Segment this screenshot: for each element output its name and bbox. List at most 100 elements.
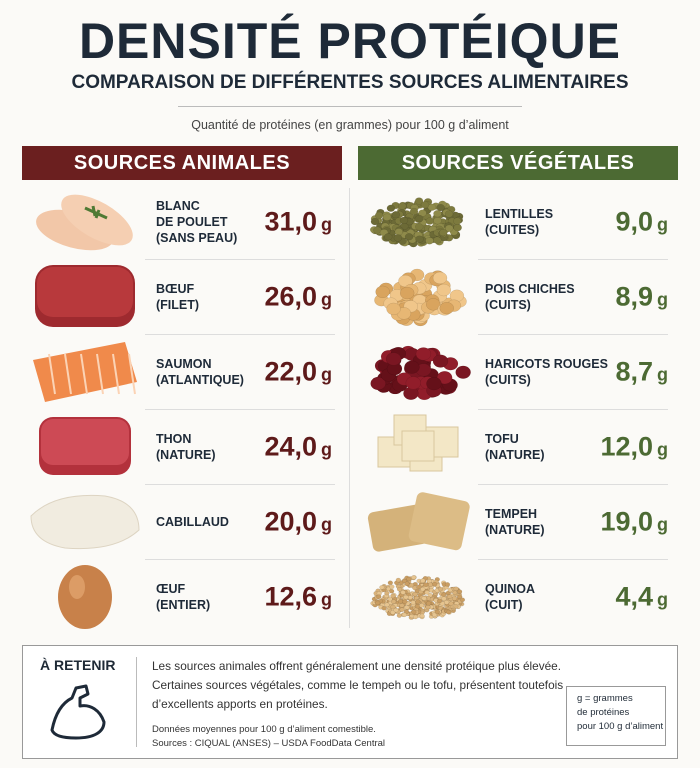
- grain: [387, 580, 393, 586]
- salmon-stripe: [48, 353, 56, 395]
- grain: [453, 603, 459, 609]
- grain: [414, 197, 424, 205]
- grain: [444, 210, 454, 218]
- item-name: HARICOTS ROUGES (CUITS): [485, 356, 608, 388]
- value-unit: g: [321, 289, 332, 310]
- subtitle: COMPARAISON DE DIFFÉRENTES SOURCES ALIME…: [71, 72, 629, 93]
- grain: [451, 596, 458, 601]
- item-name-line: (CUITS): [485, 298, 531, 312]
- grain: [399, 216, 409, 225]
- grain: [390, 604, 396, 610]
- grain: [411, 609, 417, 615]
- tofu: [401, 430, 435, 462]
- grain: [416, 584, 422, 590]
- section-header: SOURCES VÉGÉTALES: [358, 146, 678, 180]
- grain: [403, 594, 409, 600]
- grain: [443, 600, 450, 605]
- grain: [436, 203, 445, 212]
- summary-line: Les sources animales offrent généralemen…: [152, 659, 562, 673]
- grain: [401, 578, 408, 584]
- grain: [424, 590, 430, 595]
- grain: [421, 596, 427, 601]
- grain: [370, 217, 380, 226]
- muscle-icon: [50, 684, 106, 740]
- egg: [58, 565, 112, 629]
- grain: [396, 613, 402, 618]
- summary-line: d’excellents apports en protéines.: [152, 697, 328, 711]
- grain: [441, 592, 447, 597]
- item-name-line: (NATURE): [485, 523, 545, 537]
- grain: [404, 605, 410, 610]
- grain: [431, 612, 438, 617]
- grain: [432, 354, 449, 368]
- value-unit: g: [321, 514, 332, 535]
- item-name-line: ŒUF: [156, 582, 186, 596]
- grain: [436, 283, 452, 297]
- grain: [390, 610, 396, 615]
- item-name-line: SAUMON: [156, 357, 212, 371]
- item-name: TOFU (NATURE): [485, 431, 544, 463]
- grain: [412, 591, 418, 597]
- cod: [30, 494, 140, 550]
- grain: [390, 593, 396, 599]
- grain: [410, 600, 416, 605]
- food-images: [30, 194, 471, 629]
- legend-line: de protéines: [577, 707, 630, 718]
- item-name: THON (NATURE): [156, 431, 215, 463]
- salmon-stripe: [96, 353, 104, 395]
- grain: [427, 203, 437, 211]
- item-name-line: (ATLANTIQUE): [156, 373, 244, 387]
- grain: [375, 285, 390, 299]
- grain: [415, 347, 432, 361]
- item-name: BLANC DE POULET (SANS PEAU): [156, 198, 237, 246]
- grain: [453, 586, 459, 592]
- value-unit: g: [657, 589, 668, 610]
- grain: [433, 217, 442, 225]
- item-value: 19,0 g: [600, 507, 668, 538]
- item-name-line: (NATURE): [485, 448, 545, 462]
- item-value: 12,6 g: [264, 582, 332, 613]
- grain: [447, 594, 453, 600]
- value-unit: g: [321, 589, 332, 610]
- value-number: 19,0: [600, 506, 653, 537]
- item-name-line: (FILET): [156, 298, 200, 312]
- grain: [448, 601, 454, 606]
- value-number: 8,9: [615, 281, 653, 312]
- value-number: 24,0: [264, 431, 317, 462]
- box-separator: [136, 657, 137, 747]
- row-divider: [145, 484, 335, 485]
- grain: [405, 376, 422, 390]
- grain: [420, 201, 430, 209]
- grain: [432, 271, 448, 285]
- grain: [374, 211, 384, 220]
- grain: [376, 594, 382, 600]
- item-name-line: TOFU: [485, 432, 519, 446]
- grain: [411, 575, 417, 580]
- summary-box: [22, 645, 678, 759]
- grain: [375, 600, 381, 606]
- value-number: 12,0: [600, 431, 653, 462]
- tempeh: [408, 492, 470, 551]
- summary-line: Certaines sources végétales, comme le te…: [152, 678, 564, 692]
- legend-line: pour 100 g d’aliment: [577, 721, 664, 732]
- item-name: ŒUF (ENTIER): [156, 581, 210, 613]
- item-value: 9,0 g: [615, 207, 668, 238]
- item-name-line: POIS CHICHES: [485, 282, 575, 296]
- item-name-line: (CUITES): [485, 223, 540, 237]
- grain: [425, 237, 434, 245]
- grain: [389, 584, 395, 590]
- grain: [426, 377, 442, 391]
- row-divider: [478, 484, 668, 485]
- value-number: 31,0: [264, 206, 317, 237]
- grain: [457, 594, 463, 600]
- grain: [459, 597, 466, 603]
- item-value: 24,0 g: [264, 432, 332, 463]
- grain: [456, 589, 463, 594]
- grain: [394, 228, 404, 236]
- grain: [379, 585, 385, 590]
- egg-shine: [69, 575, 85, 599]
- grain: [382, 213, 392, 221]
- salmon-stripe: [112, 353, 120, 395]
- grain: [444, 224, 454, 232]
- grain: [400, 590, 406, 595]
